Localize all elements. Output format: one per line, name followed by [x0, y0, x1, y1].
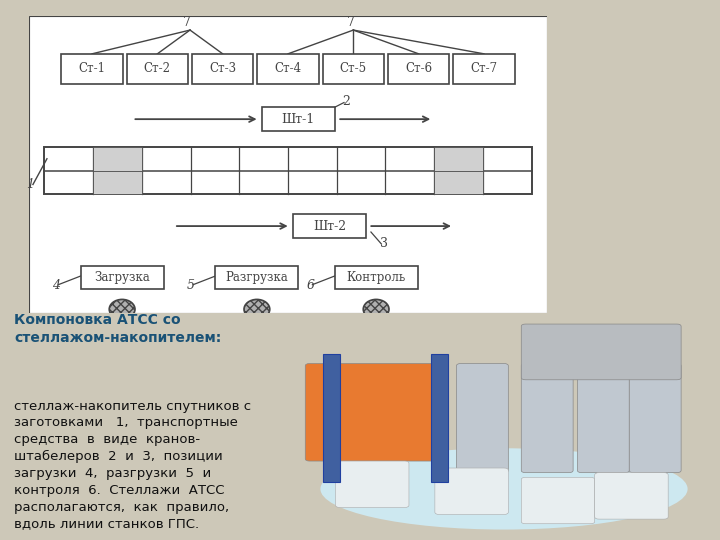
- Text: Загрузка: Загрузка: [94, 271, 150, 284]
- Bar: [93, 171, 142, 194]
- Text: Контроль: Контроль: [346, 271, 406, 284]
- Bar: [454, 54, 515, 84]
- Bar: [434, 147, 483, 171]
- FancyBboxPatch shape: [336, 461, 409, 508]
- Bar: [335, 266, 418, 289]
- Circle shape: [109, 300, 135, 319]
- FancyBboxPatch shape: [577, 363, 629, 472]
- Text: Ст-3: Ст-3: [209, 62, 236, 75]
- Ellipse shape: [320, 448, 688, 530]
- Bar: [93, 147, 142, 171]
- FancyBboxPatch shape: [521, 477, 595, 524]
- Text: Ст-2: Ст-2: [144, 62, 171, 75]
- Bar: [192, 54, 253, 84]
- Text: Ст-5: Ст-5: [340, 62, 367, 75]
- Text: 4: 4: [52, 279, 60, 292]
- FancyBboxPatch shape: [521, 324, 681, 380]
- Text: 7: 7: [184, 16, 192, 29]
- Bar: [215, 266, 298, 289]
- FancyBboxPatch shape: [521, 363, 573, 472]
- Text: 3: 3: [380, 237, 388, 249]
- Text: Компоновка АТСС со
стеллажом-накопителем:: Компоновка АТСС со стеллажом-накопителем…: [14, 313, 222, 345]
- Bar: [258, 54, 318, 84]
- FancyBboxPatch shape: [595, 472, 668, 519]
- Text: Ст-4: Ст-4: [274, 62, 302, 75]
- Bar: [262, 107, 335, 131]
- Circle shape: [245, 300, 269, 319]
- Bar: [434, 171, 483, 194]
- Text: Ст-1: Ст-1: [78, 62, 106, 75]
- Circle shape: [364, 300, 389, 319]
- Bar: [45, 147, 531, 194]
- Bar: [127, 54, 188, 84]
- Text: Разгрузка: Разгрузка: [225, 271, 288, 284]
- FancyBboxPatch shape: [456, 363, 508, 472]
- Text: Ст-7: Ст-7: [470, 62, 498, 75]
- Bar: [61, 54, 122, 84]
- Bar: [388, 54, 449, 84]
- Bar: [293, 214, 366, 238]
- Text: Ст-6: Ст-6: [405, 62, 432, 75]
- Text: стеллаж-накопитель спутников с
заготовками   1,  транспортные
средства  в  виде : стеллаж-накопитель спутников с заготовка…: [14, 400, 251, 530]
- FancyBboxPatch shape: [629, 363, 681, 472]
- Text: 5: 5: [187, 279, 195, 292]
- Bar: [81, 266, 163, 289]
- Text: 6: 6: [306, 279, 314, 292]
- FancyBboxPatch shape: [435, 468, 508, 515]
- Text: 2: 2: [343, 95, 351, 109]
- FancyBboxPatch shape: [431, 354, 448, 482]
- Text: 7: 7: [347, 16, 355, 29]
- Bar: [323, 54, 384, 84]
- Text: 1: 1: [26, 178, 35, 192]
- FancyBboxPatch shape: [305, 363, 444, 461]
- Text: Шт-2: Шт-2: [313, 220, 346, 233]
- FancyBboxPatch shape: [323, 354, 340, 482]
- Text: Шт-1: Шт-1: [282, 113, 315, 126]
